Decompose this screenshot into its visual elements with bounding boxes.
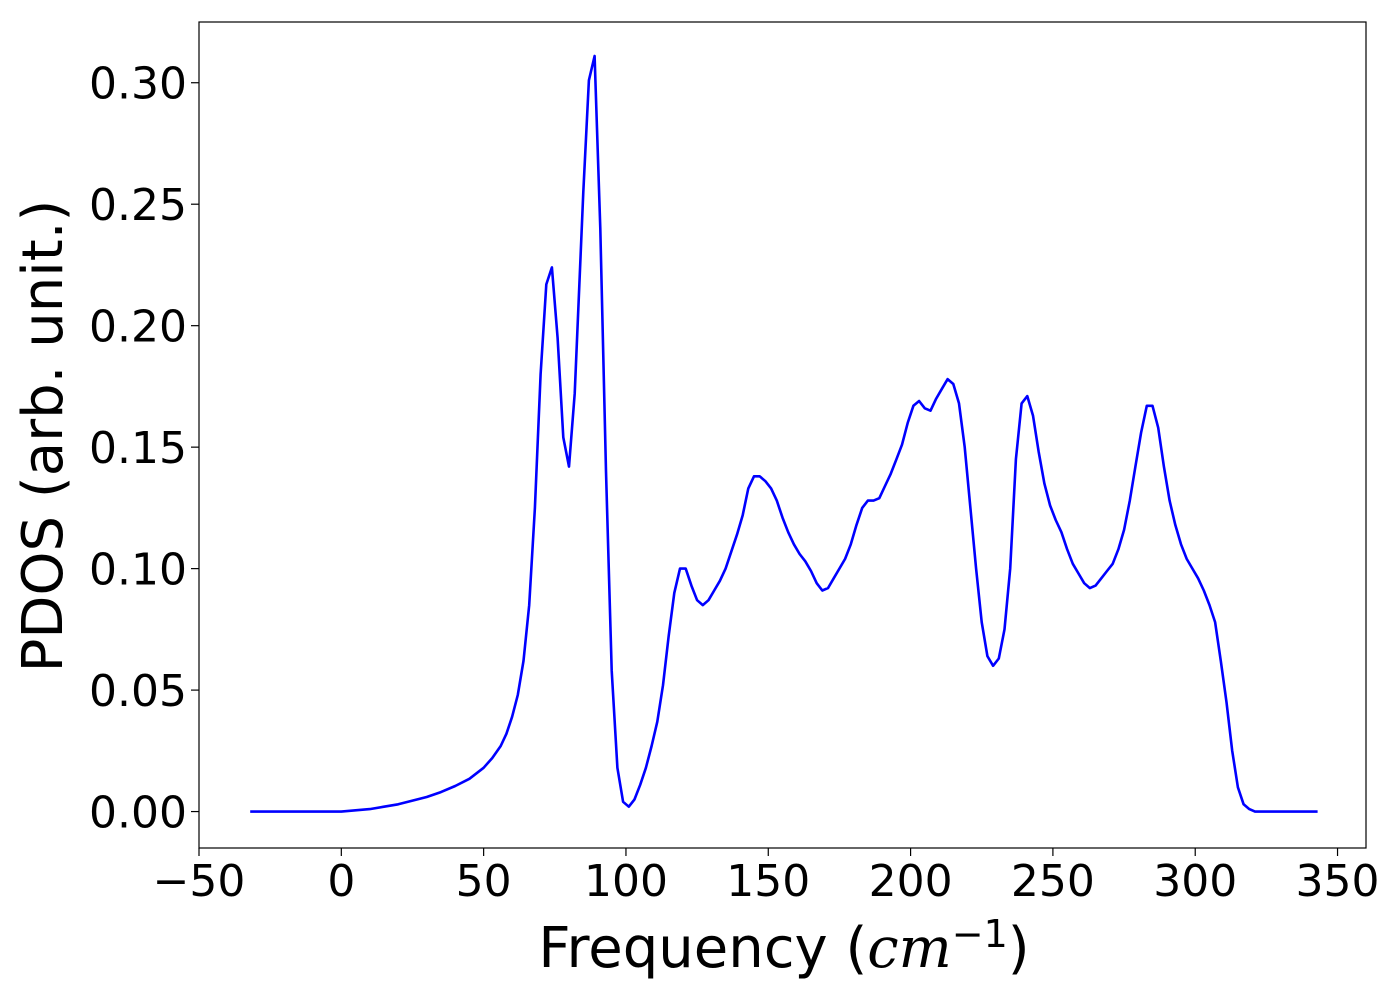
plot-area — [198, 21, 1367, 849]
y-tick-label: 0.15 — [89, 423, 187, 474]
x-tick-label: −50 — [153, 856, 246, 907]
y-tick-label: 0.05 — [89, 666, 187, 717]
x-axis-label: Frequency (cm−1) — [538, 912, 1029, 981]
x-tick-label: 250 — [1011, 856, 1095, 907]
x-tick-label: 100 — [584, 856, 668, 907]
series-line-0 — [250, 54, 1318, 813]
y-axis: 0.00 0.05 0.10 0.15 0.20 0.25 0.30 — [89, 59, 199, 839]
x-tick-label: 150 — [726, 856, 810, 907]
x-axis: −50 0 50 100 150 200 250 300 350 — [153, 848, 1380, 907]
y-axis-label: PDOS (arb. unit.) — [11, 200, 76, 673]
y-tick-label: 0.25 — [89, 180, 187, 231]
x-tick-label: 350 — [1296, 856, 1380, 907]
y-tick-label: 0.30 — [89, 59, 187, 110]
x-tick-label: 50 — [456, 856, 512, 907]
y-tick-label: 0.20 — [89, 302, 187, 353]
y-tick-label: 0.00 — [89, 788, 187, 839]
plot-frame — [198, 21, 1367, 849]
x-tick-label: 200 — [869, 856, 953, 907]
x-tick-label: 300 — [1153, 856, 1237, 907]
y-tick-label: 0.10 — [89, 545, 187, 596]
x-tick-label: 0 — [327, 856, 355, 907]
